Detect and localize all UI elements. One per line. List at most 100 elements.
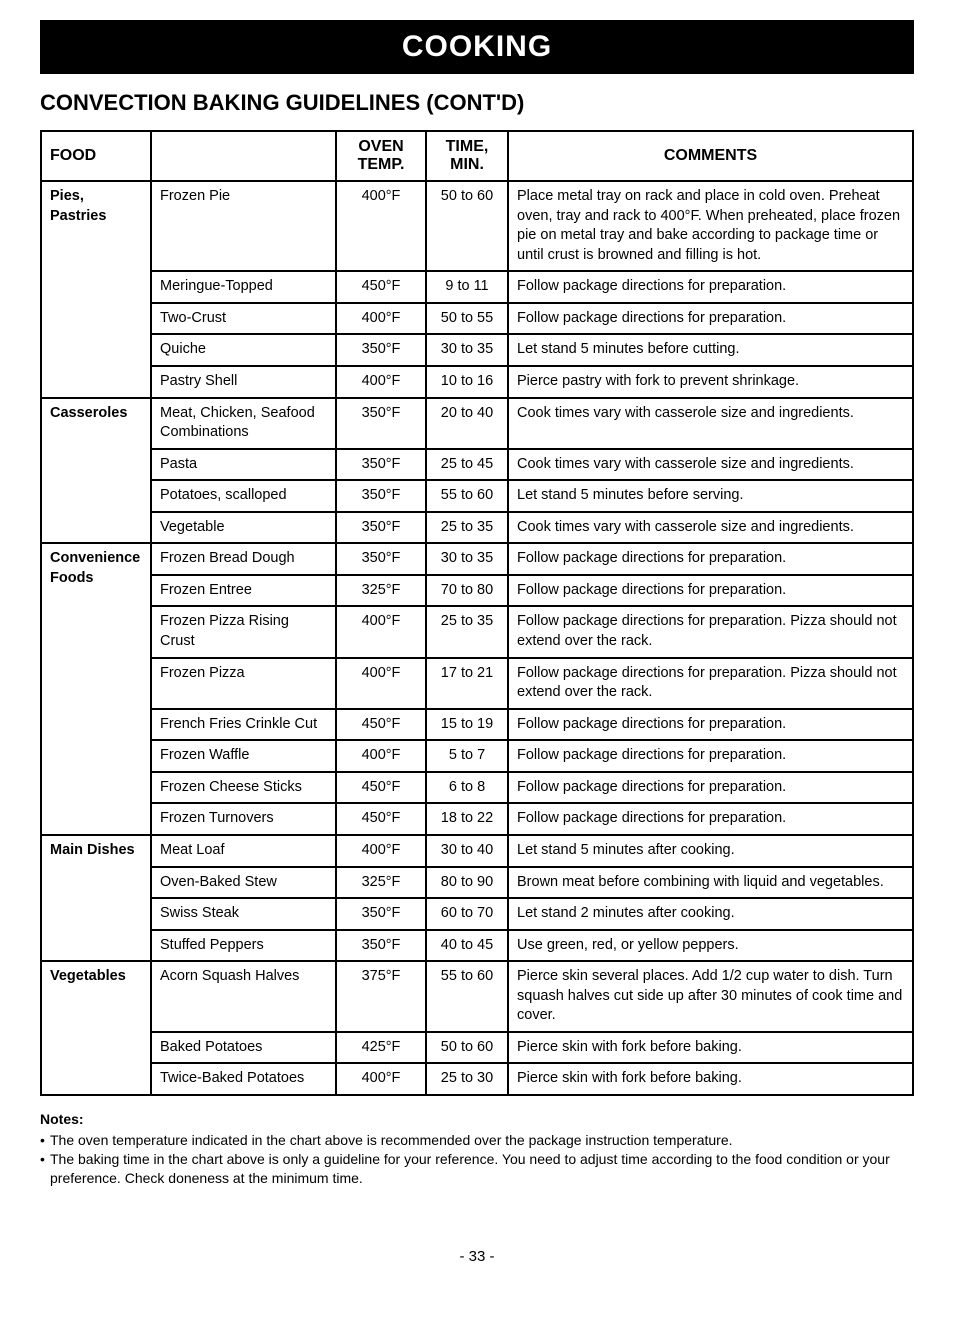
item-cell: Frozen Pizza [151, 658, 336, 709]
table-row: Potatoes, scalloped350°F55 to 60Let stan… [41, 480, 913, 512]
table-row: Meringue-Topped450°F9 to 11Follow packag… [41, 271, 913, 303]
time-cell: 55 to 60 [426, 480, 508, 512]
comments-cell: Cook times vary with casserole size and … [508, 449, 913, 481]
comments-cell: Brown meat before combining with liquid … [508, 867, 913, 899]
category-cell: Vegetables [41, 961, 151, 1095]
table-row: Main DishesMeat Loaf400°F30 to 40Let sta… [41, 835, 913, 867]
temp-cell: 450°F [336, 271, 426, 303]
item-cell: Acorn Squash Halves [151, 961, 336, 1032]
comments-cell: Follow package directions for preparatio… [508, 709, 913, 741]
table-row: French Fries Crinkle Cut450°F15 to 19Fol… [41, 709, 913, 741]
item-cell: Pasta [151, 449, 336, 481]
table-row: Frozen Turnovers450°F18 to 22Follow pack… [41, 803, 913, 835]
time-cell: 10 to 16 [426, 366, 508, 398]
item-cell: Frozen Turnovers [151, 803, 336, 835]
temp-cell: 400°F [336, 366, 426, 398]
item-cell: Twice-Baked Potatoes [151, 1063, 336, 1095]
comments-cell: Follow package directions for preparatio… [508, 606, 913, 657]
header-blank [151, 131, 336, 181]
table-row: Frozen Waffle400°F5 to 7Follow package d… [41, 740, 913, 772]
time-cell: 15 to 19 [426, 709, 508, 741]
comments-cell: Follow package directions for preparatio… [508, 543, 913, 575]
temp-cell: 450°F [336, 803, 426, 835]
table-row: VegetablesAcorn Squash Halves375°F55 to … [41, 961, 913, 1032]
table-header-row: FOOD OVEN TEMP. TIME, MIN. COMMENTS [41, 131, 913, 181]
time-cell: 5 to 7 [426, 740, 508, 772]
header-time: TIME, MIN. [426, 131, 508, 181]
temp-cell: 400°F [336, 181, 426, 271]
temp-cell: 350°F [336, 334, 426, 366]
item-cell: Quiche [151, 334, 336, 366]
header-temp: OVEN TEMP. [336, 131, 426, 181]
section-subtitle: CONVECTION BAKING GUIDELINES (CONT'D) [40, 90, 914, 116]
time-cell: 40 to 45 [426, 930, 508, 962]
comments-cell: Pierce skin with fork before baking. [508, 1063, 913, 1095]
item-cell: Meat Loaf [151, 835, 336, 867]
table-row: Frozen Pizza Rising Crust400°F25 to 35Fo… [41, 606, 913, 657]
time-cell: 30 to 35 [426, 543, 508, 575]
time-cell: 30 to 35 [426, 334, 508, 366]
time-cell: 55 to 60 [426, 961, 508, 1032]
header-comments: COMMENTS [508, 131, 913, 181]
table-row: Pies, PastriesFrozen Pie400°F50 to 60Pla… [41, 181, 913, 271]
temp-cell: 350°F [336, 930, 426, 962]
time-cell: 25 to 35 [426, 606, 508, 657]
item-cell: Vegetable [151, 512, 336, 544]
temp-cell: 400°F [336, 606, 426, 657]
table-row: Baked Potatoes425°F50 to 60Pierce skin w… [41, 1032, 913, 1064]
item-cell: Two-Crust [151, 303, 336, 335]
comments-cell: Let stand 5 minutes after cooking. [508, 835, 913, 867]
time-cell: 30 to 40 [426, 835, 508, 867]
item-cell: Stuffed Peppers [151, 930, 336, 962]
time-cell: 25 to 45 [426, 449, 508, 481]
category-cell: Pies, Pastries [41, 181, 151, 398]
table-row: Two-Crust400°F50 to 55Follow package dir… [41, 303, 913, 335]
temp-cell: 350°F [336, 512, 426, 544]
comments-cell: Follow package directions for preparatio… [508, 658, 913, 709]
comments-cell: Follow package directions for preparatio… [508, 303, 913, 335]
time-cell: 20 to 40 [426, 398, 508, 449]
temp-cell: 350°F [336, 449, 426, 481]
item-cell: Potatoes, scalloped [151, 480, 336, 512]
time-cell: 50 to 60 [426, 181, 508, 271]
table-row: Pastry Shell400°F10 to 16Pierce pastry w… [41, 366, 913, 398]
comments-cell: Pierce skin with fork before baking. [508, 1032, 913, 1064]
time-cell: 50 to 55 [426, 303, 508, 335]
comments-cell: Let stand 5 minutes before cutting. [508, 334, 913, 366]
category-cell: Casseroles [41, 398, 151, 544]
notes-item: The oven temperature indicated in the ch… [40, 1131, 914, 1150]
item-cell: Frozen Waffle [151, 740, 336, 772]
notes-section: Notes: The oven temperature indicated in… [40, 1110, 914, 1188]
time-cell: 70 to 80 [426, 575, 508, 607]
table-row: Oven-Baked Stew325°F80 to 90Brown meat b… [41, 867, 913, 899]
time-cell: 25 to 30 [426, 1063, 508, 1095]
baking-guidelines-table: FOOD OVEN TEMP. TIME, MIN. COMMENTS Pies… [40, 130, 914, 1096]
temp-cell: 400°F [336, 835, 426, 867]
item-cell: French Fries Crinkle Cut [151, 709, 336, 741]
temp-cell: 350°F [336, 398, 426, 449]
time-cell: 18 to 22 [426, 803, 508, 835]
category-cell: Main Dishes [41, 835, 151, 961]
time-cell: 80 to 90 [426, 867, 508, 899]
time-cell: 50 to 60 [426, 1032, 508, 1064]
temp-cell: 400°F [336, 303, 426, 335]
page-number: - 33 - [40, 1248, 914, 1265]
table-row: Convenience FoodsFrozen Bread Dough350°F… [41, 543, 913, 575]
item-cell: Meringue-Topped [151, 271, 336, 303]
comments-cell: Follow package directions for preparatio… [508, 271, 913, 303]
page-banner: COOKING [40, 20, 914, 74]
time-cell: 6 to 8 [426, 772, 508, 804]
temp-cell: 375°F [336, 961, 426, 1032]
temp-cell: 350°F [336, 898, 426, 930]
time-cell: 25 to 35 [426, 512, 508, 544]
table-row: Quiche350°F30 to 35Let stand 5 minutes b… [41, 334, 913, 366]
temp-cell: 425°F [336, 1032, 426, 1064]
comments-cell: Follow package directions for preparatio… [508, 772, 913, 804]
header-food: FOOD [41, 131, 151, 181]
category-cell: Convenience Foods [41, 543, 151, 835]
table-row: Frozen Pizza400°F17 to 21Follow package … [41, 658, 913, 709]
temp-cell: 325°F [336, 575, 426, 607]
notes-list: The oven temperature indicated in the ch… [40, 1131, 914, 1188]
temp-cell: 400°F [336, 740, 426, 772]
item-cell: Frozen Entree [151, 575, 336, 607]
